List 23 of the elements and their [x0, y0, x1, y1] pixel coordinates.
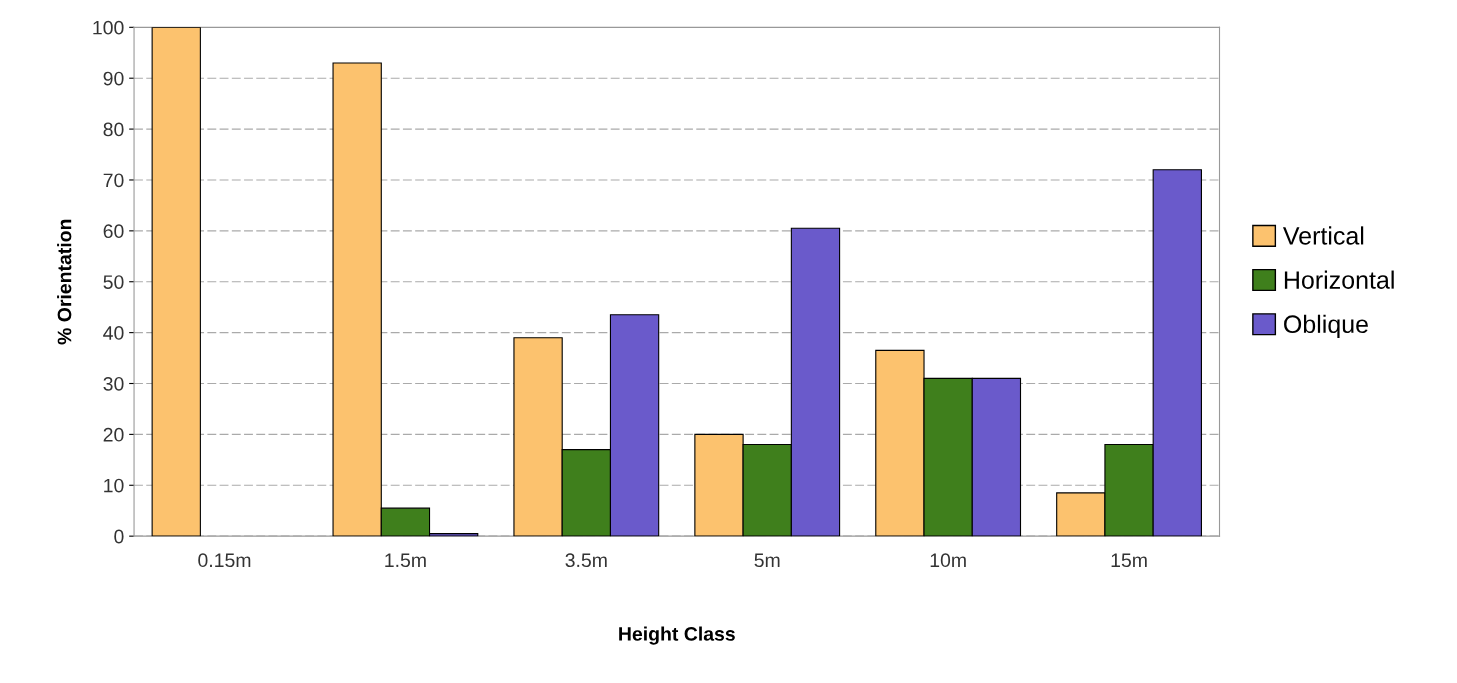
- y-axis-title: % Orientation: [57, 219, 72, 345]
- y-tick-label: 60: [103, 224, 124, 239]
- legend-label: Vertical: [1282, 226, 1364, 245]
- y-tick-label: 80: [103, 122, 124, 137]
- x-tick-label: 3.5m: [565, 553, 607, 568]
- y-tick-label: 10: [104, 478, 124, 493]
- bar: [151, 27, 201, 537]
- y-tick-label: 0: [114, 529, 124, 544]
- y-tick-label: 90: [103, 71, 124, 86]
- legend-label: Horizontal: [1284, 270, 1394, 289]
- x-tick-label: 5m: [754, 553, 780, 568]
- y-tick-label: 100: [93, 20, 124, 35]
- x-tick-label: 1.5m: [385, 553, 426, 568]
- y-tick-label: 30: [103, 376, 124, 391]
- x-tick-label: 0.15m: [198, 553, 251, 568]
- y-tick-label: 40: [103, 326, 124, 340]
- legend-label: Oblique: [1284, 314, 1368, 339]
- x-axis-title: Height Class: [619, 626, 735, 645]
- y-tick-label: 70: [103, 173, 124, 188]
- x-tick-label: 10m: [930, 553, 966, 568]
- y-tick-label: 50: [103, 275, 124, 289]
- y-tick-label: 20: [103, 427, 124, 442]
- x-tick-label: 15m: [1111, 553, 1147, 568]
